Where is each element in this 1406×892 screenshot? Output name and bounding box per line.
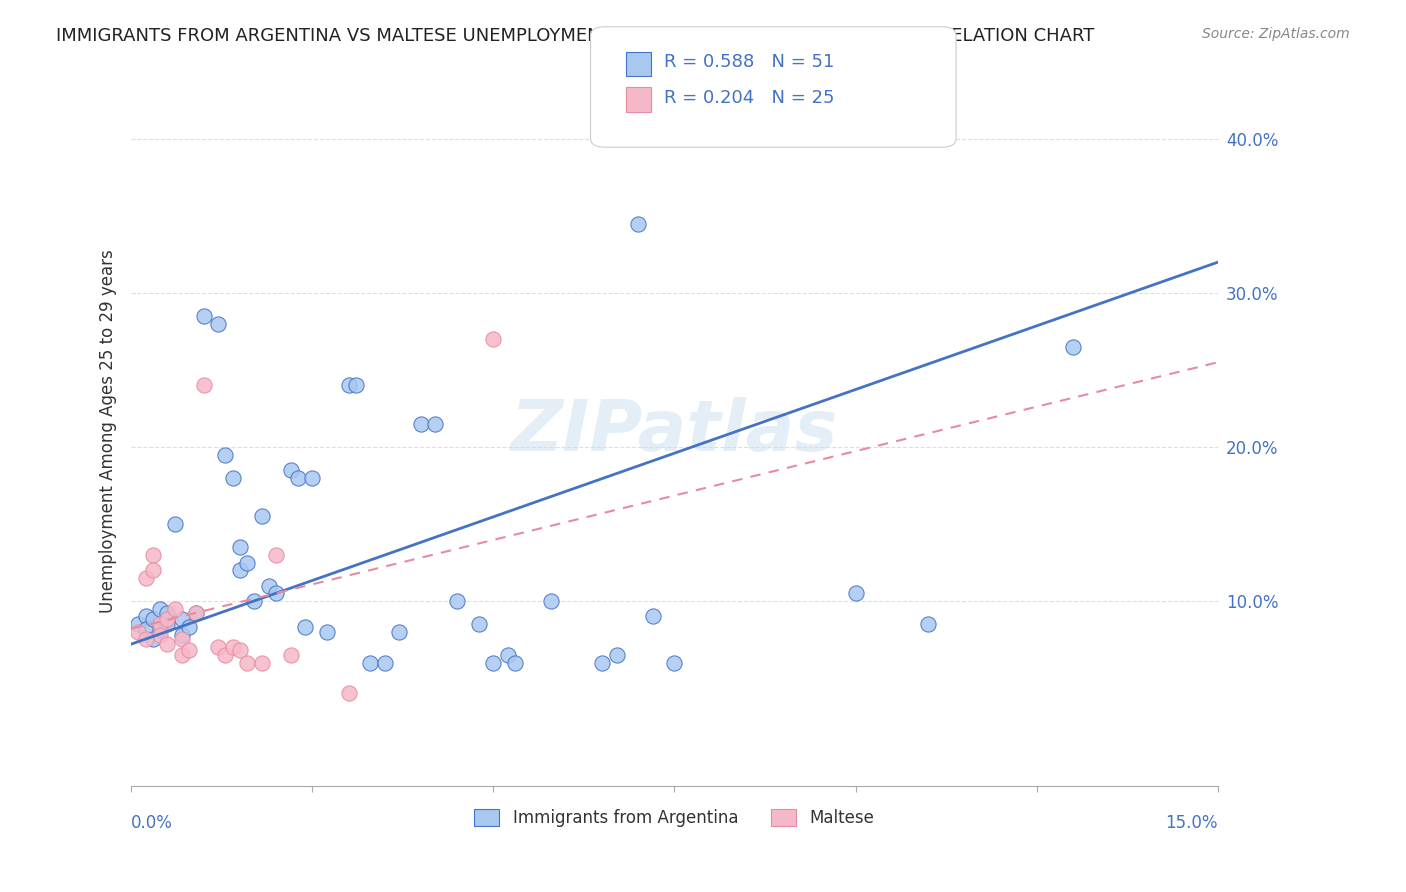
Point xyxy=(236,556,259,570)
Point xyxy=(179,643,201,657)
Point xyxy=(409,417,432,431)
Point xyxy=(193,378,215,392)
Point xyxy=(142,548,165,562)
Point xyxy=(214,448,236,462)
Point xyxy=(163,601,186,615)
Point xyxy=(627,217,650,231)
Point xyxy=(605,648,627,662)
Point xyxy=(294,620,316,634)
Point xyxy=(287,471,309,485)
Point xyxy=(163,516,186,531)
Point xyxy=(186,607,208,621)
Point xyxy=(641,609,664,624)
Point xyxy=(229,643,252,657)
Point xyxy=(229,563,252,577)
Point xyxy=(170,628,193,642)
Point xyxy=(425,417,447,431)
Point xyxy=(468,617,491,632)
Point xyxy=(1062,340,1084,354)
Point xyxy=(315,624,337,639)
Point xyxy=(149,617,172,632)
Point xyxy=(337,378,360,392)
Point xyxy=(170,648,193,662)
Point xyxy=(496,648,519,662)
Point xyxy=(844,586,866,600)
Point xyxy=(156,612,179,626)
Point xyxy=(264,548,287,562)
Point xyxy=(142,632,165,647)
Point xyxy=(142,563,165,577)
Point xyxy=(264,586,287,600)
Text: IMMIGRANTS FROM ARGENTINA VS MALTESE UNEMPLOYMENT AMONG AGES 25 TO 29 YEARS CORR: IMMIGRANTS FROM ARGENTINA VS MALTESE UNE… xyxy=(56,27,1095,45)
Point xyxy=(142,612,165,626)
Point xyxy=(207,317,229,331)
Point xyxy=(257,579,280,593)
Point xyxy=(149,628,172,642)
Point xyxy=(540,594,562,608)
Text: 15.0%: 15.0% xyxy=(1166,814,1218,831)
Point xyxy=(374,656,396,670)
Point xyxy=(221,640,243,655)
Point xyxy=(344,378,367,392)
Point xyxy=(179,620,201,634)
Point xyxy=(337,686,360,700)
Point xyxy=(221,471,243,485)
Y-axis label: Unemployment Among Ages 25 to 29 years: Unemployment Among Ages 25 to 29 years xyxy=(100,250,117,614)
Text: R = 0.204   N = 25: R = 0.204 N = 25 xyxy=(664,89,834,107)
Legend: Immigrants from Argentina, Maltese: Immigrants from Argentina, Maltese xyxy=(468,803,882,834)
Point xyxy=(156,617,179,632)
Point xyxy=(482,656,505,670)
Point xyxy=(135,609,157,624)
Point xyxy=(170,612,193,626)
Point xyxy=(250,656,273,670)
Point xyxy=(156,637,179,651)
Point xyxy=(243,594,266,608)
Point xyxy=(388,624,411,639)
Point xyxy=(917,617,939,632)
Point xyxy=(591,656,613,670)
Point xyxy=(149,601,172,615)
Point xyxy=(446,594,468,608)
Point xyxy=(301,471,323,485)
Point xyxy=(280,463,302,477)
Point xyxy=(128,624,150,639)
Point xyxy=(664,656,686,670)
Point xyxy=(135,571,157,585)
Point xyxy=(359,656,381,670)
Point xyxy=(236,656,259,670)
Text: ZIPatlas: ZIPatlas xyxy=(510,397,838,467)
Point xyxy=(280,648,302,662)
Point xyxy=(128,617,150,632)
Point xyxy=(170,632,193,647)
Point xyxy=(229,540,252,554)
Point xyxy=(482,332,505,346)
Text: Source: ZipAtlas.com: Source: ZipAtlas.com xyxy=(1202,27,1350,41)
Point xyxy=(156,607,179,621)
Point xyxy=(149,622,172,636)
Point xyxy=(207,640,229,655)
Point xyxy=(193,309,215,323)
Text: R = 0.588   N = 51: R = 0.588 N = 51 xyxy=(664,54,834,71)
Point xyxy=(503,656,526,670)
Point xyxy=(135,632,157,647)
Point xyxy=(214,648,236,662)
Text: 0.0%: 0.0% xyxy=(131,814,173,831)
Point xyxy=(186,607,208,621)
Point xyxy=(250,509,273,524)
Point xyxy=(135,622,157,636)
